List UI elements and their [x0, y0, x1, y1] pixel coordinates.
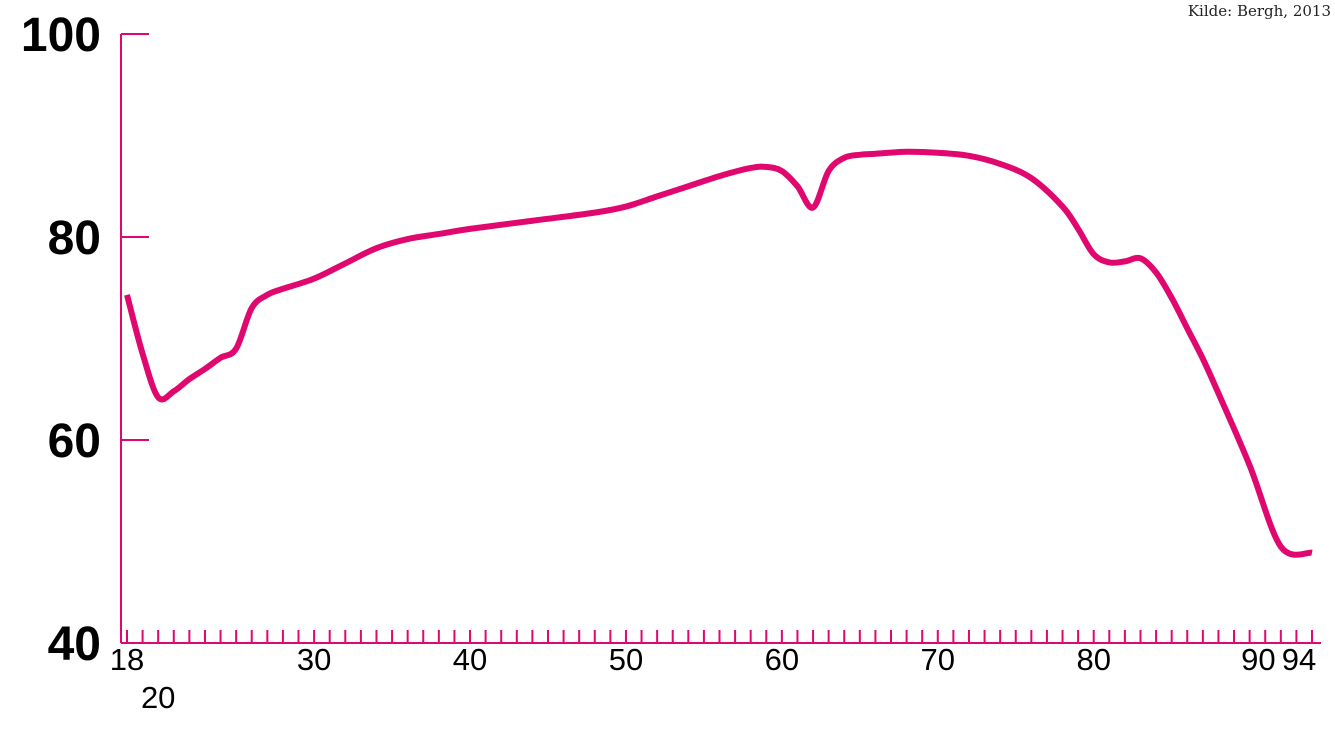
y-tick-label: 80	[48, 212, 101, 265]
y-tick-label: 100	[21, 9, 101, 62]
x-tick-label: 40	[453, 642, 487, 677]
y-tick-label: 60	[48, 415, 101, 468]
plot-area	[124, 148, 1313, 558]
axes	[120, 33, 1321, 644]
series-line	[124, 148, 1313, 558]
x-tick-label: 90	[1241, 642, 1275, 677]
y-tick-label: 40	[48, 618, 101, 671]
x-tick-label: 94	[1282, 642, 1316, 677]
x-tick-label: 18	[110, 642, 144, 677]
x-tick-label: 50	[609, 642, 643, 677]
x-tick-label: 60	[765, 642, 799, 677]
x-tick-label: 20	[141, 680, 175, 715]
x-tick-label: 70	[921, 642, 955, 677]
source-note: Kilde: Bergh, 2013	[1187, 2, 1331, 20]
x-tick-label: 80	[1076, 642, 1110, 677]
x-tick-label: 30	[297, 642, 331, 677]
